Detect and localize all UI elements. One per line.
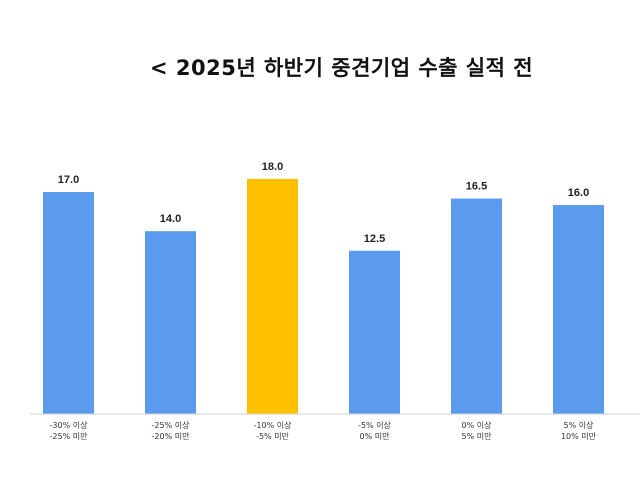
x-tick-label-2-line-1: -25% 이상 bbox=[152, 420, 191, 430]
bar-value-label-5: 16.5 bbox=[466, 181, 487, 193]
x-tick-label-1-line-1: -30% 이상 bbox=[50, 420, 89, 430]
chart-title: < 2025년 하반기 중견기업 수출 실적 전 bbox=[150, 56, 534, 80]
labels-layer: 17.0 -30% 이상 -25% 미만 14.0 -25% 이상 -20% 미만 18.0… bbox=[50, 161, 597, 441]
x-tick-label-5-line-1: 0% 이상 bbox=[462, 420, 493, 430]
x-tick-label-6-line-2: 10% 미만 bbox=[561, 432, 597, 441]
bar-value-label-1: 17.0 bbox=[58, 174, 79, 186]
x-tick-label-3-line-2: -5% 미만 bbox=[256, 432, 289, 441]
bar-4 bbox=[349, 250, 400, 414]
x-tick-label-5-line-2: 5% 미만 bbox=[462, 432, 493, 441]
x-tick-label-4-line-1: -5% 이상 bbox=[358, 420, 391, 430]
bars-layer bbox=[43, 178, 604, 414]
bar-value-label-6: 16.0 bbox=[568, 187, 589, 199]
bar-6 bbox=[553, 205, 604, 414]
bar-value-label-3: 18.0 bbox=[262, 161, 283, 173]
bar-3 bbox=[247, 178, 298, 414]
x-tick-label-1-line-2: -25% 미만 bbox=[50, 432, 89, 441]
bar-2 bbox=[145, 231, 196, 414]
x-tick-label-4-line-2: 0% 미만 bbox=[360, 432, 391, 441]
bar-value-label-2: 14.0 bbox=[160, 213, 181, 225]
x-tick-label-2-line-2: -20% 미만 bbox=[152, 432, 191, 441]
bar-value-label-4: 12.5 bbox=[364, 233, 385, 245]
x-tick-label-3-line-1: -10% 이상 bbox=[254, 420, 293, 430]
bar-1 bbox=[43, 192, 94, 414]
bar-5 bbox=[451, 198, 502, 414]
x-tick-label-6-line-1: 5% 이상 bbox=[564, 420, 595, 430]
